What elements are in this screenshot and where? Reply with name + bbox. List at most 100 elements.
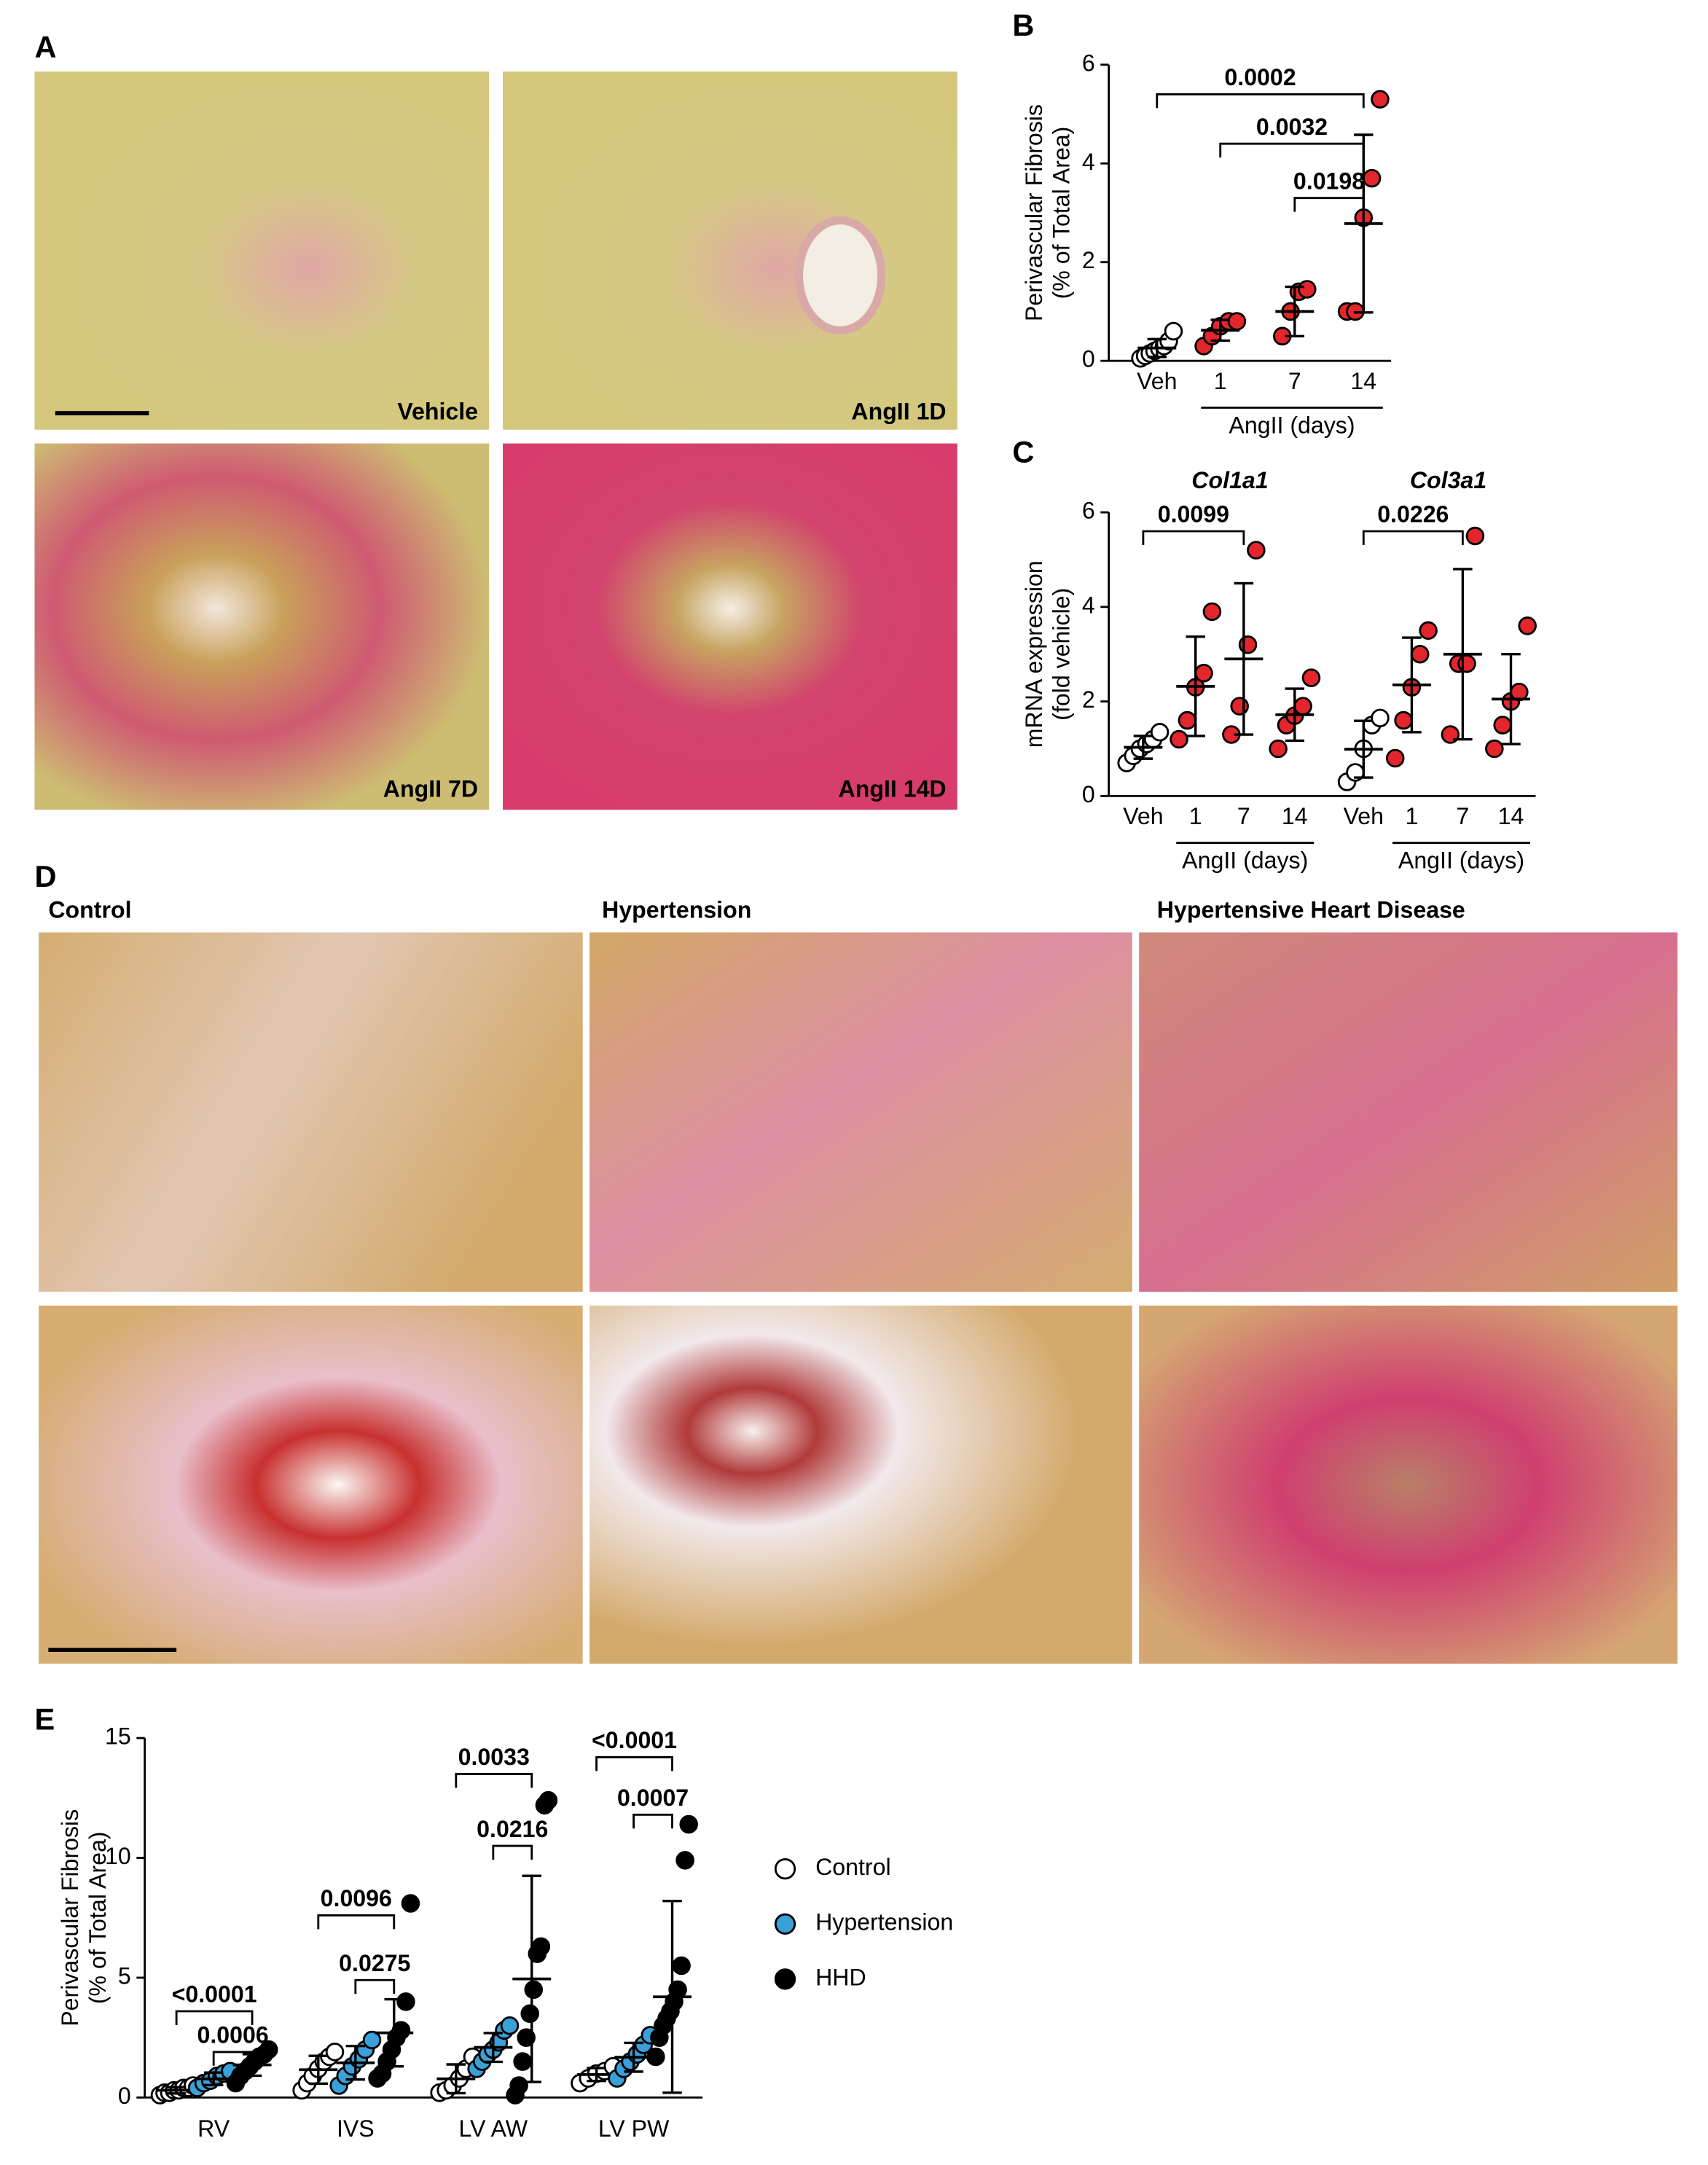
x-tick-label: 14 bbox=[1498, 803, 1524, 829]
legend-marker bbox=[774, 1858, 796, 1880]
panel-label: D bbox=[34, 859, 56, 893]
p-value: 0.0033 bbox=[458, 1744, 530, 1770]
y-axis-label: (fold vehicle) bbox=[1049, 588, 1075, 721]
data-point bbox=[1202, 602, 1222, 622]
x-tick-label: 7 bbox=[1456, 803, 1469, 829]
p-value: 0.0275 bbox=[339, 1950, 410, 1976]
panel-label: B bbox=[1012, 8, 1034, 42]
p-value: 0.0226 bbox=[1377, 501, 1449, 528]
bracket bbox=[492, 1844, 533, 1860]
column-header: Control bbox=[48, 897, 131, 923]
x-tick-label: 14 bbox=[1282, 803, 1308, 829]
data-point bbox=[538, 1790, 558, 1810]
data-point bbox=[1238, 635, 1258, 654]
data-point bbox=[1493, 716, 1512, 735]
data-point bbox=[520, 2004, 539, 2024]
data-point bbox=[675, 1851, 694, 1870]
data-point bbox=[524, 1980, 544, 2000]
data-point bbox=[1394, 710, 1413, 730]
data-point bbox=[1411, 644, 1430, 664]
p-value: 0.0096 bbox=[321, 1885, 392, 1911]
bracket bbox=[455, 1773, 533, 1788]
data-point bbox=[1194, 663, 1213, 683]
p-value: 0.0007 bbox=[617, 1785, 689, 1811]
x-tick-label: 1 bbox=[1405, 803, 1418, 829]
data-point bbox=[500, 2016, 520, 2035]
p-value: 0.0006 bbox=[197, 2022, 269, 2048]
y-axis-label: (% of Total Area) bbox=[85, 1831, 111, 2004]
panel-label: E bbox=[34, 1702, 55, 1736]
p-value: 0.0216 bbox=[477, 1816, 548, 1842]
group-label: AngII (days) bbox=[1398, 847, 1524, 874]
data-point bbox=[1170, 729, 1188, 749]
x-tick-label: Veh bbox=[1137, 368, 1177, 394]
image bbox=[503, 71, 957, 430]
image bbox=[34, 443, 490, 810]
data-point bbox=[1150, 723, 1170, 742]
legend-marker bbox=[774, 1913, 796, 1935]
data-point bbox=[1301, 668, 1321, 687]
p-value: 0.0099 bbox=[1158, 501, 1229, 528]
data-point bbox=[1247, 541, 1266, 560]
bracket bbox=[1156, 93, 1365, 109]
data-point bbox=[1362, 168, 1382, 188]
p-value: <0.0001 bbox=[172, 1981, 257, 2008]
data-point bbox=[1164, 321, 1183, 341]
y-axis-label: (% of Total Area) bbox=[1049, 127, 1075, 300]
data-point bbox=[1293, 697, 1312, 716]
bracket bbox=[317, 1914, 396, 1930]
group-title: Col1a1 bbox=[1191, 467, 1268, 493]
data-point bbox=[396, 1992, 415, 2011]
bracket bbox=[1293, 197, 1365, 212]
image bbox=[39, 1305, 583, 1664]
x-tick-label: Veh bbox=[1344, 803, 1384, 829]
x-tick-label: 7 bbox=[1288, 368, 1301, 394]
histology-a bbox=[34, 71, 957, 810]
y-tick-label: 2 bbox=[1082, 686, 1095, 713]
data-point bbox=[325, 2043, 345, 2062]
group-label: AngII (days) bbox=[1229, 412, 1355, 438]
data-point bbox=[362, 2030, 382, 2050]
data-point bbox=[509, 2076, 528, 2095]
group-title: Col3a1 bbox=[1410, 467, 1486, 493]
y-tick-label: 15 bbox=[105, 1723, 131, 1750]
p-value: 0.0198 bbox=[1293, 168, 1365, 194]
p-value: <0.0001 bbox=[592, 1727, 677, 1753]
data-point bbox=[1419, 621, 1438, 641]
data-point bbox=[513, 2052, 532, 2071]
x-tick-label: 1 bbox=[1189, 803, 1202, 829]
y-tick-label: 5 bbox=[118, 1962, 131, 1989]
column-header: Hypertensive Heart Disease bbox=[1157, 897, 1465, 923]
data-point bbox=[646, 2047, 665, 2067]
y-axis-label: Perivascular Fibrosis bbox=[57, 1809, 83, 2027]
data-point bbox=[1485, 739, 1504, 759]
bracket bbox=[595, 1756, 673, 1771]
y-axis-label: Perivascular Fibrosis bbox=[1021, 104, 1047, 321]
data-point bbox=[672, 1956, 691, 1976]
x-tick-label: 1 bbox=[1214, 368, 1227, 394]
p-value: 0.0032 bbox=[1256, 114, 1328, 140]
data-point bbox=[1298, 280, 1317, 299]
panel-label: C bbox=[1012, 435, 1034, 469]
bracket bbox=[1142, 530, 1245, 545]
image-label: AngII 1D bbox=[851, 398, 946, 424]
data-point bbox=[679, 1814, 698, 1834]
y-tick-label: 10 bbox=[105, 1843, 131, 1869]
data-point bbox=[1178, 710, 1197, 730]
y-tick-label: 0 bbox=[1082, 781, 1095, 807]
bracket bbox=[175, 2010, 254, 2025]
image-label: AngII 7D bbox=[383, 775, 478, 802]
data-point bbox=[1465, 526, 1485, 546]
data-point bbox=[517, 2028, 536, 2047]
data-point bbox=[1371, 90, 1390, 109]
panel-label: A bbox=[34, 30, 56, 64]
bracket bbox=[632, 1813, 673, 1829]
y-tick-label: 4 bbox=[1082, 149, 1095, 175]
image-label: Vehicle bbox=[397, 398, 478, 424]
y-axis-label: mRNA expression bbox=[1021, 560, 1047, 748]
legend-label: Hypertension bbox=[815, 1909, 953, 1935]
y-tick-label: 2 bbox=[1082, 247, 1095, 273]
image bbox=[1139, 1305, 1678, 1664]
y-tick-label: 6 bbox=[1082, 498, 1095, 524]
x-tick-label: IVS bbox=[337, 2115, 375, 2142]
